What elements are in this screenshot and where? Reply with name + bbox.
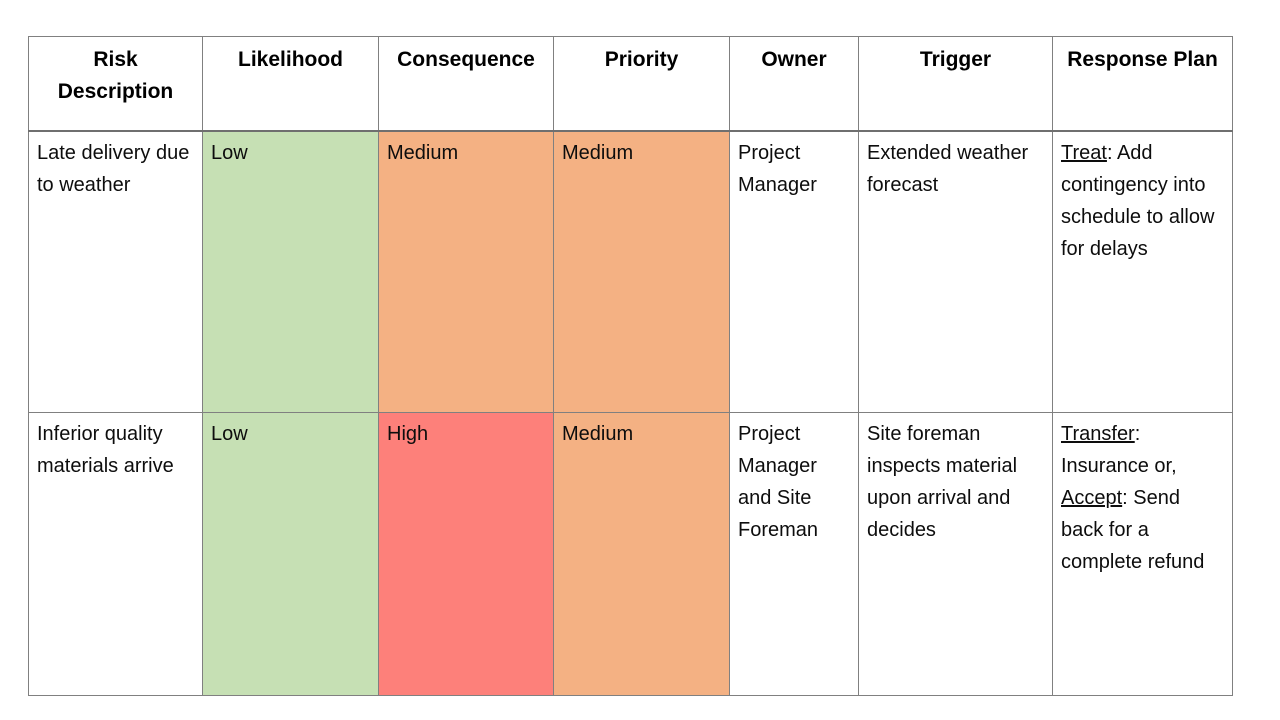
risk-description-cell: Late delivery due to weather — [28, 130, 203, 413]
response-plan-cell: Treat: Add contingency into schedule to … — [1052, 130, 1233, 413]
header-risk-description: Risk Description — [28, 36, 203, 132]
trigger-cell: Extended weather forecast — [858, 130, 1053, 413]
header-trigger: Trigger — [858, 36, 1053, 132]
priority-cell: Medium — [553, 130, 730, 413]
header-priority: Priority — [553, 36, 730, 132]
response-plan-cell: Transfer: Insurance or, Accept: Send bac… — [1052, 412, 1233, 696]
underlined-term: Treat — [1061, 141, 1107, 164]
owner-cell: Project Manager — [729, 130, 859, 413]
underlined-term: Accept — [1061, 487, 1123, 509]
likelihood-cell: Low — [202, 130, 379, 413]
header-likelihood: Likelihood — [202, 36, 379, 132]
trigger-cell: Site foreman inspects material upon arri… — [858, 412, 1053, 696]
header-owner: Owner — [729, 36, 859, 132]
risk-register-table: Risk Description Likelihood Consequence … — [28, 36, 1233, 696]
owner-cell: Project Manager and Site Foreman — [729, 412, 859, 696]
likelihood-cell: Low — [202, 412, 379, 696]
plain-text: : Send back for a complete refund — [1061, 487, 1205, 573]
header-row: Risk Description Likelihood Consequence … — [28, 36, 1233, 132]
table-row: Late delivery due to weather Low Medium … — [28, 130, 1233, 413]
risk-description-cell: Inferior quality materials arrive — [28, 412, 203, 696]
header-consequence: Consequence — [378, 36, 554, 132]
header-response-plan: Response Plan — [1052, 36, 1233, 132]
consequence-cell: Medium — [378, 130, 554, 413]
consequence-cell: High — [378, 412, 554, 696]
plain-text: : Add contingency into schedule to allow… — [1061, 141, 1215, 260]
priority-cell: Medium — [553, 412, 730, 696]
underlined-term: Transfer — [1061, 423, 1135, 445]
plain-text: : Insurance or, — [1061, 423, 1177, 477]
table-row: Inferior quality materials arrive Low Hi… — [28, 412, 1233, 696]
